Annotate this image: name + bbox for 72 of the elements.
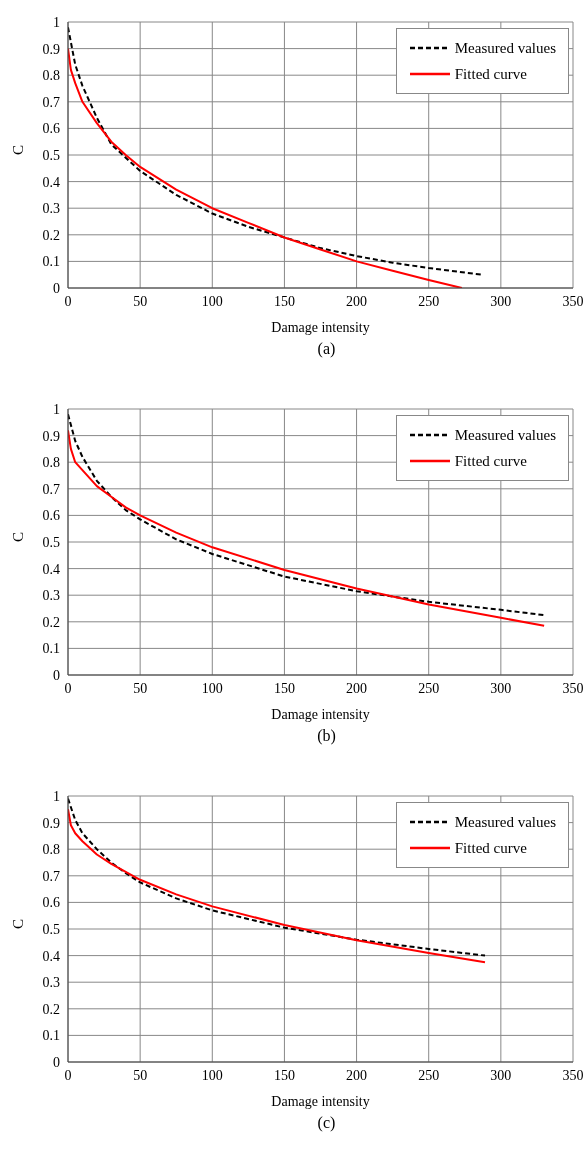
y-tick-label: 0.3	[42, 201, 60, 217]
y-tick-label: 0.9	[42, 41, 60, 57]
x-axis-title: Damage intensity	[271, 1094, 370, 1109]
y-tick-label: 0.4	[42, 174, 60, 190]
legend-label: Fitted curve	[454, 65, 527, 84]
x-tick-label: 0	[64, 1067, 72, 1083]
x-tick-label: 350	[562, 293, 584, 309]
x-tick-label: 250	[418, 1067, 440, 1083]
y-tick-label: 1	[53, 401, 60, 417]
legend-label: Measured values	[454, 39, 556, 58]
y-tick-label: 0.6	[42, 895, 60, 911]
x-axis-title: Damage intensity	[271, 320, 370, 335]
y-tick-label: 0.6	[42, 121, 60, 137]
x-tick-label: 250	[418, 293, 440, 309]
x-tick-label: 200	[346, 293, 368, 309]
x-tick-label: 0	[64, 293, 72, 309]
y-tick-label: 1	[53, 788, 60, 804]
x-tick-label: 50	[133, 293, 148, 309]
y-tick-label: 0.2	[42, 1001, 60, 1017]
y-tick-label: 0.9	[42, 428, 60, 444]
y-tick-label: 1	[53, 14, 60, 30]
y-tick-label: 0.1	[42, 641, 60, 657]
x-tick-label: 200	[346, 680, 368, 696]
y-tick-label: 0	[53, 280, 60, 296]
x-tick-label: 150	[273, 680, 295, 696]
y-tick-label: 0	[53, 1054, 60, 1070]
x-tick-label: 100	[201, 293, 223, 309]
y-tick-label: 0.5	[42, 147, 60, 163]
y-tick-label: 0.2	[42, 227, 60, 243]
x-tick-label: 200	[346, 1067, 368, 1083]
text: (b)	[316, 727, 337, 745]
x-tick-label: 300	[490, 1067, 512, 1083]
y-tick-label: 0.1	[42, 1028, 60, 1044]
y-tick-label: 0.4	[42, 948, 60, 964]
y-tick-label: 0.8	[42, 455, 60, 471]
x-tick-label: 100	[201, 680, 223, 696]
y-tick-label: 0.9	[42, 815, 60, 831]
y-tick-label: 0.2	[42, 614, 60, 630]
y-tick-label: 0.5	[42, 534, 60, 550]
y-tick-label: 0.8	[42, 842, 60, 858]
x-tick-label: 150	[273, 1067, 295, 1083]
legend-label: Measured values	[454, 813, 556, 832]
y-tick-label: 0.7	[42, 481, 60, 497]
y-axis-title: C	[10, 531, 27, 542]
x-tick-label: 300	[490, 293, 512, 309]
y-tick-label: 0.8	[42, 68, 60, 84]
y-tick-label: 0.3	[42, 975, 60, 991]
x-tick-label: 250	[418, 680, 440, 696]
text: (a)	[316, 340, 337, 358]
legend-label: Fitted curve	[454, 452, 527, 471]
x-tick-label: 350	[562, 680, 584, 696]
legend-label: Fitted curve	[454, 839, 527, 858]
y-tick-label: 0.7	[42, 868, 60, 884]
text: (c)	[316, 1114, 337, 1132]
x-axis-title: Damage intensity	[271, 707, 370, 722]
y-tick-label: 0.3	[42, 588, 60, 604]
x-tick-label: 100	[201, 1067, 223, 1083]
y-axis-title: C	[10, 918, 27, 929]
legend-label: Measured values	[454, 426, 556, 445]
x-tick-label: 150	[273, 293, 295, 309]
x-tick-label: 50	[133, 1067, 148, 1083]
y-tick-label: 0	[53, 667, 60, 683]
y-tick-label: 0.1	[42, 254, 60, 270]
y-tick-label: 0.5	[42, 921, 60, 937]
y-axis-title: C	[10, 144, 27, 155]
x-tick-label: 350	[562, 1067, 584, 1083]
x-tick-label: 50	[133, 680, 148, 696]
y-tick-label: 0.4	[42, 561, 60, 577]
x-tick-label: 0	[64, 680, 72, 696]
y-tick-label: 0.7	[42, 94, 60, 110]
y-tick-label: 0.6	[42, 508, 60, 524]
x-tick-label: 300	[490, 680, 512, 696]
